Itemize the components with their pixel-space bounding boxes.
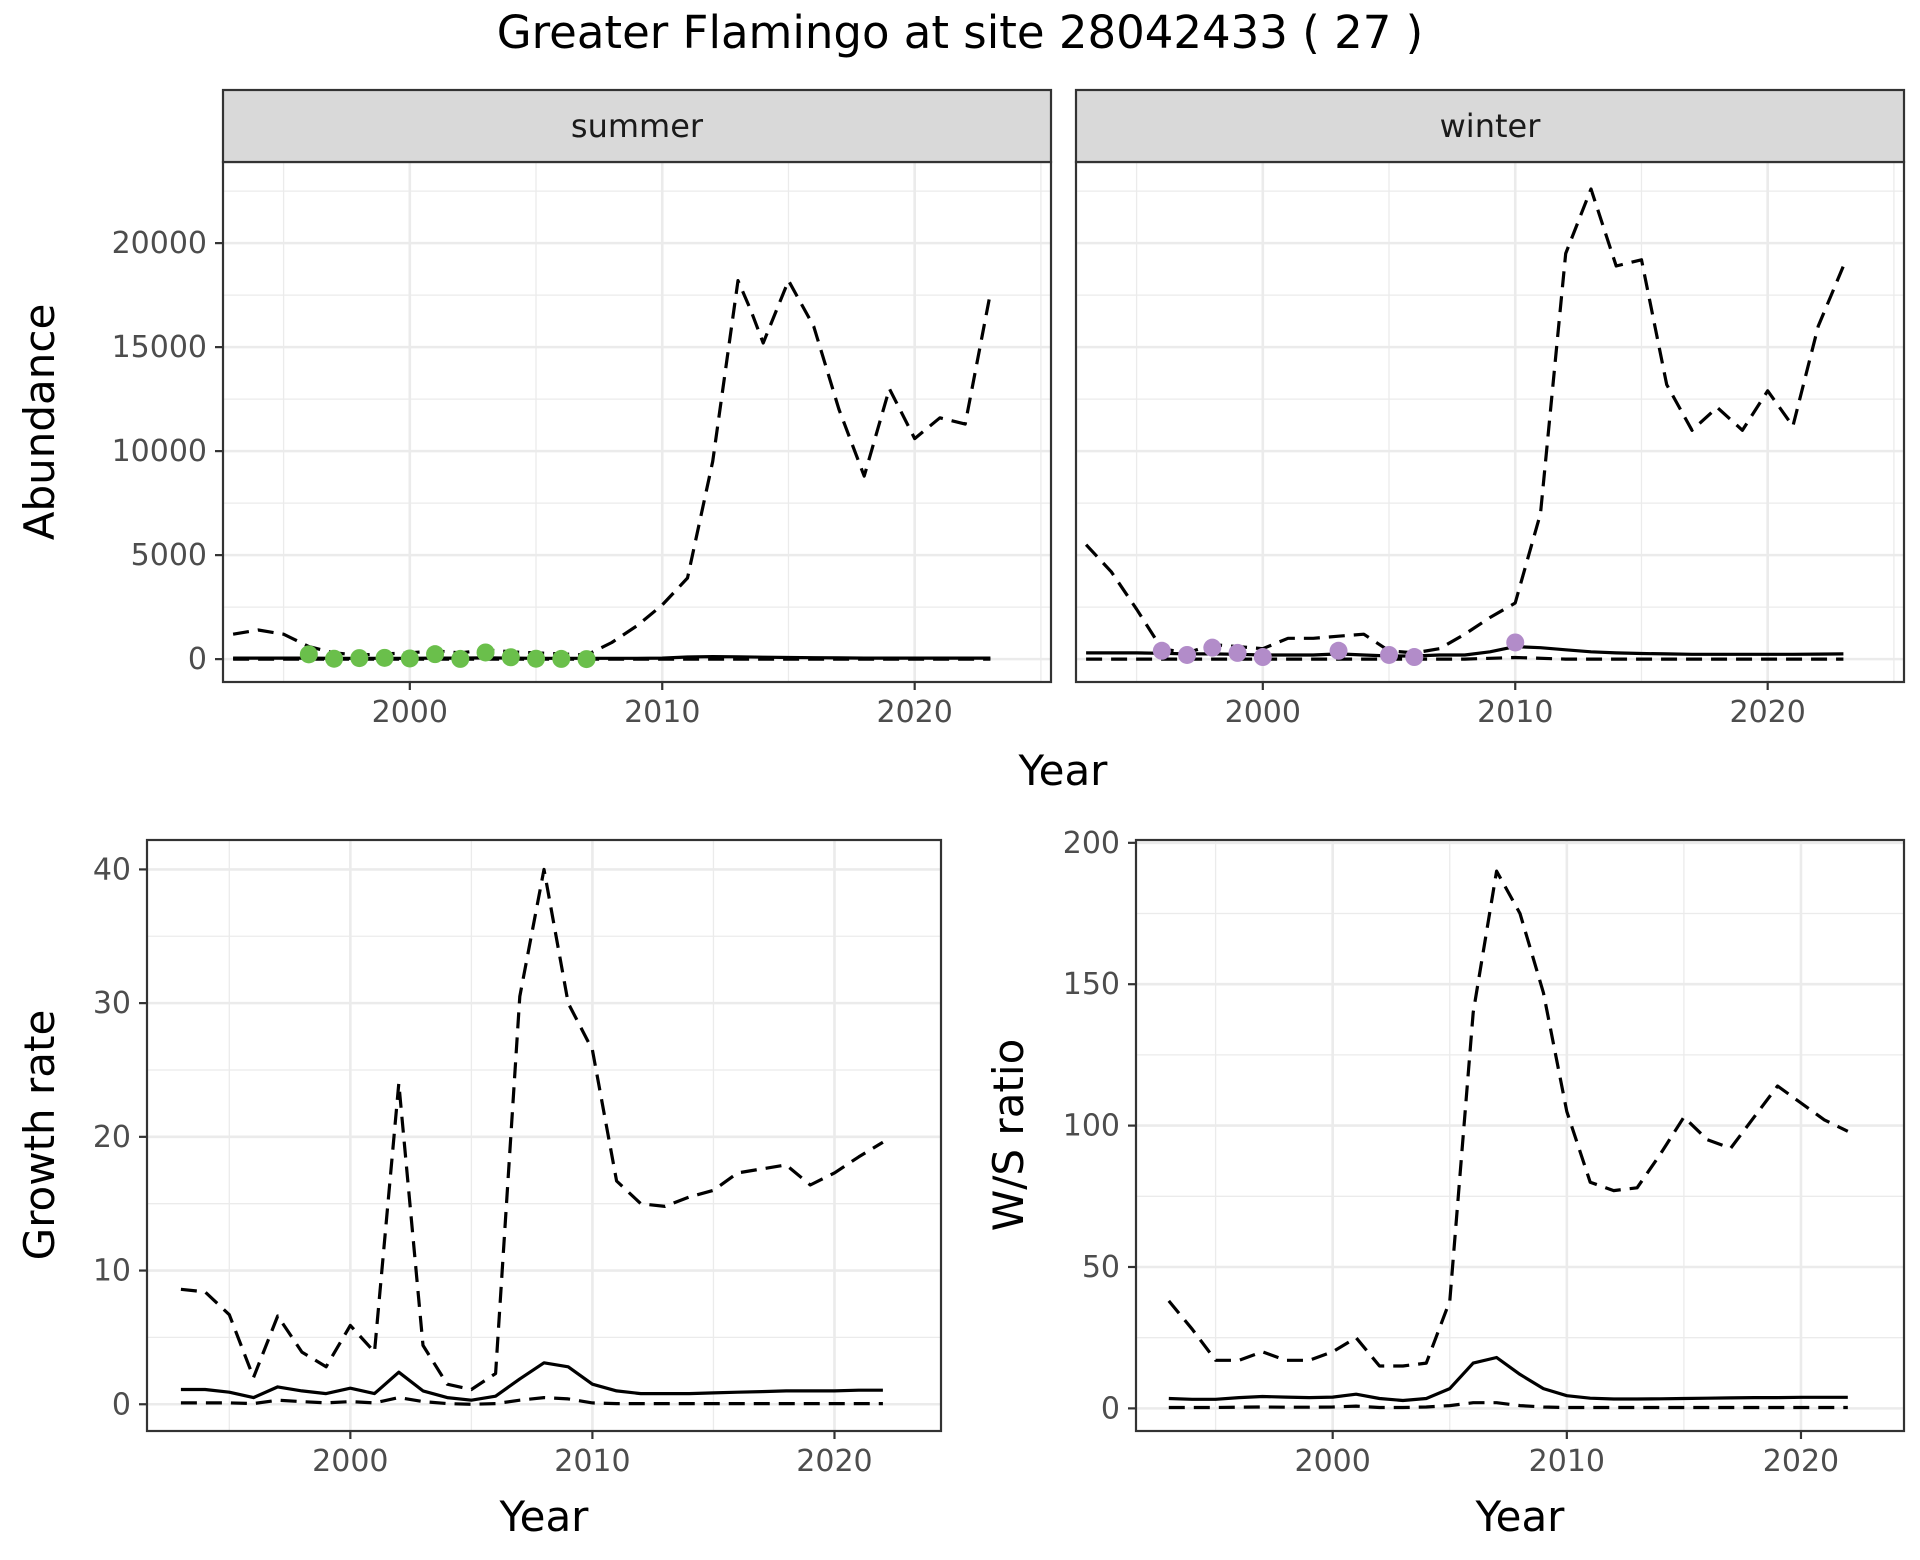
data-point: [1253, 648, 1272, 667]
facet-strip: [1074, 88, 1906, 164]
panel-border: [145, 838, 943, 1433]
x-tick-label: 2020: [1763, 1444, 1839, 1479]
x-tick-label: 2010: [1477, 695, 1553, 730]
x-tick-label: 2000: [312, 1444, 388, 1479]
y-tick-label: 100: [1063, 1109, 1120, 1144]
y-axis-title: W/S ratio: [984, 1039, 1033, 1232]
panel-winter: winter 2000 2010 2020: [1074, 88, 1906, 730]
panel-chart-4: 2000 2010 2020 0 50 100 150 200 W/S ratio Year: [984, 826, 1906, 1541]
y-tick-label: 30: [93, 986, 131, 1021]
facet-strip: [221, 88, 1053, 164]
y-tick-label: 0: [1101, 1391, 1120, 1426]
data-point: [426, 645, 445, 664]
y-tick-label: 0: [188, 642, 207, 677]
x-axis-title: Year: [499, 1492, 590, 1541]
x-tick-label: 2000: [372, 695, 448, 730]
data-point: [1506, 633, 1525, 652]
data-point: [375, 648, 394, 667]
facet-label: winter: [1440, 107, 1542, 145]
x-tick-label: 2010: [624, 695, 700, 730]
chart-title: Greater Flamingo at site 28042433 ( 27 ): [497, 6, 1423, 59]
series-line-dashed-3: [180, 1396, 883, 1406]
data-point: [476, 643, 495, 662]
series-line-dashed-2: [1167, 869, 1849, 1368]
x-tick-label: 2020: [1730, 695, 1806, 730]
x-tick-label: 2010: [554, 1444, 630, 1479]
data-point: [1405, 648, 1424, 667]
data-point: [451, 649, 470, 668]
data-point: [350, 649, 369, 668]
facet-label: summer: [571, 107, 704, 145]
y-tick-label: 10: [93, 1254, 131, 1289]
series-line-dashed-3: [1168, 1401, 1848, 1410]
data-point: [1329, 641, 1348, 660]
data-point: [501, 648, 520, 667]
data-point: [325, 649, 344, 668]
panel-border: [1074, 160, 1906, 684]
series-line-solid-1: [1086, 645, 1844, 658]
series-line-solid-1: [1168, 1355, 1848, 1403]
panel-border: [1134, 838, 1906, 1433]
x-tick-label: 2020: [877, 695, 953, 730]
data-point: [299, 645, 318, 664]
panel-summer: summer 2000 2010 2020 0 5000 10000 15000 20000 Ab…: [15, 88, 1053, 730]
data-point: [1152, 641, 1171, 660]
y-tick-label: 20: [93, 1120, 131, 1155]
y-axis-title: Abundance: [15, 304, 64, 541]
data-point: [527, 649, 546, 668]
y-tick-label: 15000: [112, 330, 207, 365]
y-tick-label: 5000: [131, 538, 207, 573]
panel-chart-3: 2000 2010 2020 0 10 20 30 40 Growth rate Year: [15, 838, 943, 1541]
y-tick-label: 50: [1082, 1250, 1120, 1285]
x-axis-title-shared: Year: [1018, 746, 1109, 795]
x-tick-label: 2000: [1225, 695, 1301, 730]
data-point: [552, 649, 571, 668]
data-point: [1203, 638, 1222, 657]
x-tick-label: 2000: [1295, 1444, 1371, 1479]
y-tick-label: 40: [93, 852, 131, 887]
data-point: [400, 649, 419, 668]
y-tick-label: 20000: [112, 226, 207, 261]
data-point: [1178, 645, 1197, 664]
y-tick-label: 150: [1063, 967, 1120, 1002]
series-line-dashed-2: [180, 867, 884, 1392]
series-line-dashed-2: [1084, 187, 1845, 655]
series-line-dashed-2: [232, 279, 992, 657]
panel-border: [221, 160, 1053, 684]
data-point: [1380, 645, 1399, 664]
y-tick-label: 10000: [112, 434, 207, 469]
x-tick-label: 2020: [796, 1444, 872, 1479]
data-point: [1228, 643, 1247, 662]
y-tick-label: 0: [112, 1387, 131, 1422]
y-axis-title: Growth rate: [15, 1010, 64, 1261]
x-tick-label: 2010: [1529, 1444, 1605, 1479]
y-tick-label: 200: [1063, 826, 1120, 861]
x-axis-title: Year: [1475, 1492, 1566, 1541]
series-line-solid-1: [180, 1361, 883, 1402]
data-point: [577, 650, 596, 669]
